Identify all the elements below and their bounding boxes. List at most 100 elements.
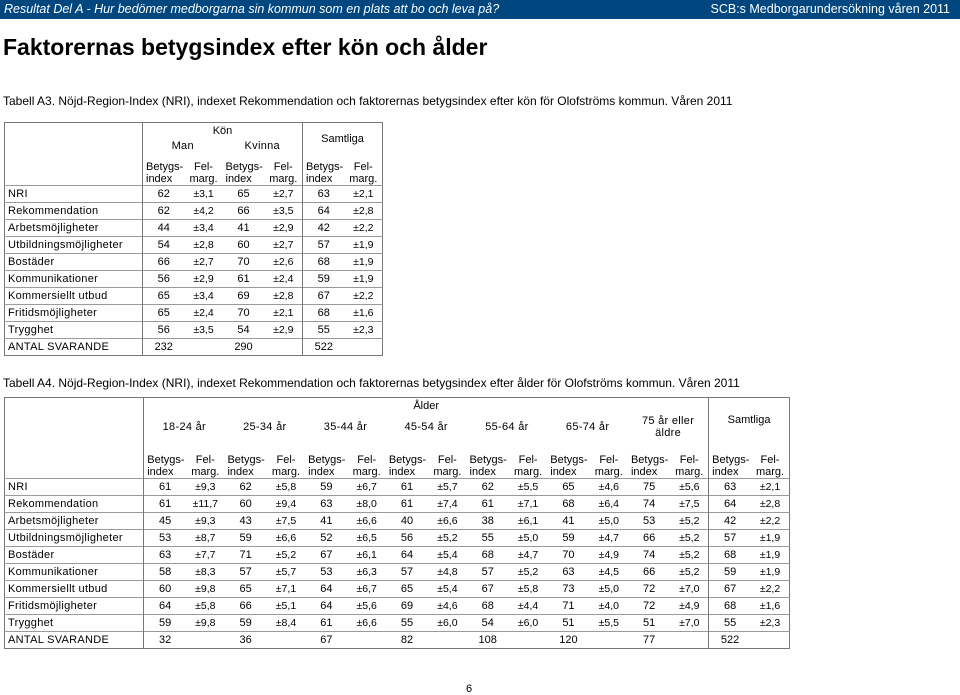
index-value: 522	[302, 338, 345, 356]
margin-value	[508, 631, 548, 649]
row-label: NRI	[4, 185, 143, 203]
margin-value: ±5,0	[508, 529, 548, 547]
margin-value: ±6,6	[347, 512, 386, 530]
index-value: 56	[385, 529, 429, 547]
margin-value: ±2,1	[751, 478, 790, 496]
index-value: 68	[302, 304, 345, 322]
index-value: 63	[547, 563, 590, 581]
margin-value: ±7,0	[670, 580, 709, 598]
index-value: 51	[627, 614, 671, 632]
margin-value: ±4,2	[184, 202, 223, 220]
row-label: Fritidsmöjligheter	[4, 304, 143, 322]
subheader-margin: Fel-marg.	[271, 454, 301, 478]
subheader-margin: Fel-marg.	[189, 161, 218, 185]
index-value: 61	[305, 614, 348, 632]
index-value: 59	[547, 529, 590, 547]
row-label: Fritidsmöjligheter	[4, 597, 145, 615]
index-value: 65	[222, 185, 265, 203]
margin-value: ±2,9	[264, 219, 303, 237]
margin-value: ±2,7	[184, 253, 223, 271]
margin-value: ±7,4	[428, 495, 467, 513]
margin-value: ±2,4	[184, 304, 223, 322]
row-label: Kommersiellt utbud	[4, 580, 145, 598]
index-value: 53	[305, 563, 348, 581]
margin-value: ±5,7	[428, 478, 467, 496]
index-value: 64	[302, 202, 345, 220]
margin-value: ±5,4	[428, 580, 467, 598]
index-value: 74	[627, 546, 671, 564]
index-value: 38	[466, 512, 509, 530]
row-label: Rekommendation	[4, 202, 143, 220]
index-value: 290	[222, 338, 265, 356]
margin-value	[266, 631, 306, 649]
margin-value: ±2,1	[264, 304, 303, 322]
margin-value: ±2,9	[184, 270, 223, 288]
table-a3: Kön Samtliga Man Kvinna Betygs-index Fel-marg…	[4, 122, 384, 356]
index-value: 70	[222, 253, 265, 271]
index-value: 59	[143, 614, 187, 632]
margin-value: ±6,6	[266, 529, 306, 547]
margin-value: ±6,0	[428, 614, 467, 632]
header-blank-cell	[4, 122, 143, 186]
table-a4: Ålder Samtliga 18-24 år 25-34 år 35-44 år 45-…	[4, 397, 790, 649]
row-label: Kommersiellt utbud	[4, 287, 143, 305]
subheader-index: Betygs-index	[708, 442, 752, 479]
margin-value: ±7,1	[266, 580, 306, 598]
index-value: 66	[222, 202, 265, 220]
index-value: 41	[305, 512, 348, 530]
margin-value: ±4,6	[428, 597, 467, 615]
margin-value: ±5,6	[347, 597, 386, 615]
subheader-index: Betygs-index	[388, 454, 427, 478]
table-row: NRI 62 ±3,1 65 ±2,7 63 ±2,1	[4, 185, 383, 203]
index-value: 32	[143, 631, 187, 649]
margin-value: ±9,8	[186, 614, 225, 632]
margin-value: ±3,1	[184, 185, 223, 203]
subheader-margin: Fel-marg.	[349, 161, 378, 185]
index-value: 68	[466, 546, 509, 564]
header-blank-cell	[4, 397, 145, 479]
margin-value: ±7,5	[266, 512, 306, 530]
row-label: Bostäder	[4, 546, 145, 564]
index-value: 67	[466, 580, 509, 598]
margin-value: ±1,9	[751, 529, 790, 547]
table-row: Utbildningsmöjligheter 53 ±8,7 59 ±6,6 52 ±6,5…	[4, 529, 790, 547]
margin-value: ±5,4	[428, 546, 467, 564]
margin-value: ±5,8	[266, 478, 306, 496]
index-value: 66	[627, 563, 671, 581]
subheader-margin: Fel-marg.	[594, 454, 623, 478]
group-label: Ålder	[413, 400, 440, 412]
margin-value: ±9,3	[186, 478, 225, 496]
margin-value: ±6,4	[589, 495, 628, 513]
margin-value: ±2,2	[344, 287, 383, 305]
index-value: 65	[224, 580, 267, 598]
index-value: 55	[302, 321, 345, 339]
subheader-index: Betygs-index	[147, 454, 185, 478]
index-value: 55	[466, 529, 509, 547]
index-value: 62	[142, 185, 185, 203]
page-title: Faktorernas betygsindex efter kön och ål…	[3, 34, 488, 60]
index-value: 63	[143, 546, 187, 564]
index-value: 59	[302, 270, 345, 288]
table-row: Arbetsmöjligheter 44 ±3,4 41 ±2,9 42 ±2,2	[4, 219, 383, 237]
margin-value: ±1,9	[344, 253, 383, 271]
index-value: 61	[385, 495, 429, 513]
index-value: 69	[385, 597, 429, 615]
margin-value: ±9,3	[186, 512, 225, 530]
margin-value: ±7,1	[508, 495, 548, 513]
index-value: 54	[142, 236, 185, 254]
index-value: 61	[466, 495, 509, 513]
margin-value: ±2,7	[264, 236, 303, 254]
index-value: 62	[224, 478, 267, 496]
index-value: 42	[302, 219, 345, 237]
index-value: 66	[142, 253, 185, 271]
row-label: Bostäder	[4, 253, 143, 271]
margin-value: ±1,9	[751, 563, 790, 581]
margin-value	[264, 338, 303, 356]
subheader-margin: Fel-marg.	[269, 161, 298, 185]
margin-value	[344, 338, 383, 356]
index-value: 65	[142, 287, 185, 305]
margin-value: ±2,3	[751, 614, 790, 632]
row-label: Trygghet	[4, 614, 145, 632]
index-value: 74	[627, 495, 671, 513]
row-label: Utbildningsmöjligheter	[4, 236, 143, 254]
